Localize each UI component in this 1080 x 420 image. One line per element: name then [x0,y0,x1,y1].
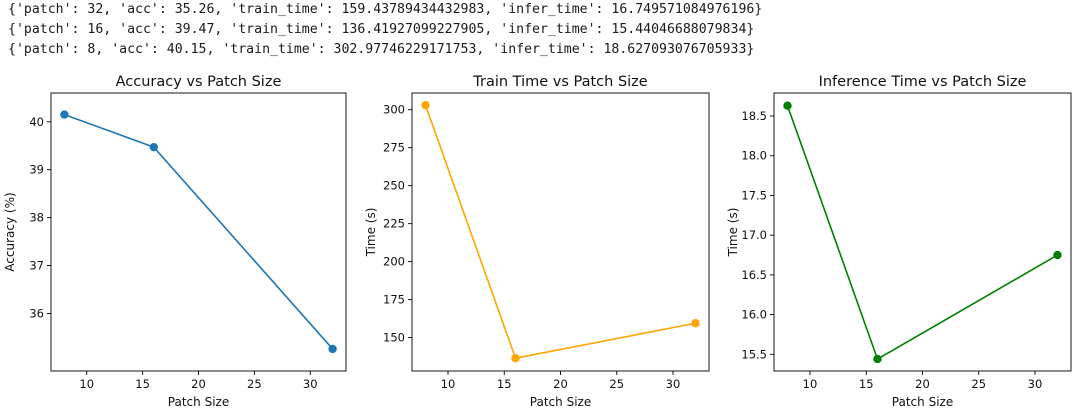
accuracy-data-point [60,110,69,119]
infer-time-plot-frame [773,92,1072,372]
y-tick-label: 16.0 [741,308,767,322]
train-time-data-point [511,354,520,363]
train-time-series-line [424,104,696,360]
accuracy-ylabel: Accuracy (%) [3,192,17,271]
x-tick-label: 10 [79,377,94,391]
infer-time-data-point [873,354,882,364]
output-line: {'patch': 8, 'acc': 40.15, 'train_time':… [8,42,755,57]
cell-output: {'patch': 32, 'acc': 35.26, 'train_time'… [8,0,1072,60]
y-tick-label: 300 [383,103,405,117]
train-time-data-point [691,319,700,328]
infer-time-ylabel: Time (s) [726,208,740,258]
y-tick-label: 16.5 [741,268,767,282]
infer-time-data-point [783,101,792,110]
accuracy-xlabel: Patch Size [168,395,229,409]
x-tick-label: 15 [135,377,150,391]
accuracy-data-point [149,142,159,152]
x-tick-label: 20 [191,377,206,391]
infer-time-chart: Inference Time vs Patch Size 10 15 20 25 30 15… [726,74,1072,409]
y-tick-label: 250 [383,179,405,193]
y-tick-label: 225 [383,217,405,231]
accuracy-chart: Accuracy vs Patch Size 10 15 20 25 30 36 37 38 39… [3,74,347,409]
accuracy-plot-frame [50,92,347,372]
infer-time-title: Inference Time vs Patch Size [819,74,1027,90]
x-tick-label: 25 [971,377,986,391]
y-tick-label: 150 [383,331,405,345]
x-tick-label: 30 [303,377,318,391]
y-tick-label: 17.5 [741,188,767,202]
x-tick-label: 25 [247,377,262,391]
y-tick-label: 39 [29,163,44,177]
x-tick-label: 20 [915,377,930,391]
accuracy-data-point [328,344,337,354]
train-time-title: Train Time vs Patch Size [472,74,648,90]
infer-time-xlabel: Patch Size [892,395,953,409]
accuracy-series-line [64,113,334,350]
y-tick-label: 18.0 [741,149,767,163]
y-tick-label: 17.0 [741,228,767,242]
train-time-chart: Train Time vs Patch Size 10 15 20 25 30 150 175… [364,74,710,409]
x-tick-label: 20 [553,377,568,391]
x-tick-label: 30 [1028,377,1043,391]
y-tick-label: 38 [29,211,44,225]
train-time-data-point [421,100,430,110]
x-tick-label: 25 [609,377,624,391]
x-tick-label: 10 [803,377,818,391]
x-tick-label: 10 [441,377,456,391]
accuracy-title: Accuracy vs Patch Size [116,74,282,90]
x-tick-label: 30 [666,377,681,391]
y-tick-label: 175 [383,293,405,307]
x-tick-label: 15 [497,377,512,391]
y-tick-label: 36 [29,306,44,320]
y-tick-label: 275 [383,141,405,155]
y-tick-label: 200 [383,255,405,269]
y-tick-label: 15.5 [741,347,767,361]
train-time-ylabel: Time (s) [364,208,378,258]
train-time-xlabel: Patch Size [530,395,591,409]
output-line: {'patch': 32, 'acc': 35.26, 'train_time'… [8,2,763,17]
y-tick-label: 37 [29,259,44,273]
output-line: {'patch': 16, 'acc': 39.47, 'train_time'… [8,22,755,37]
infer-time-data-point [1053,250,1062,260]
x-tick-label: 15 [859,377,874,391]
infer-time-series-line [786,105,1058,361]
y-tick-label: 40 [29,115,44,129]
y-tick-label: 18.5 [741,109,767,123]
